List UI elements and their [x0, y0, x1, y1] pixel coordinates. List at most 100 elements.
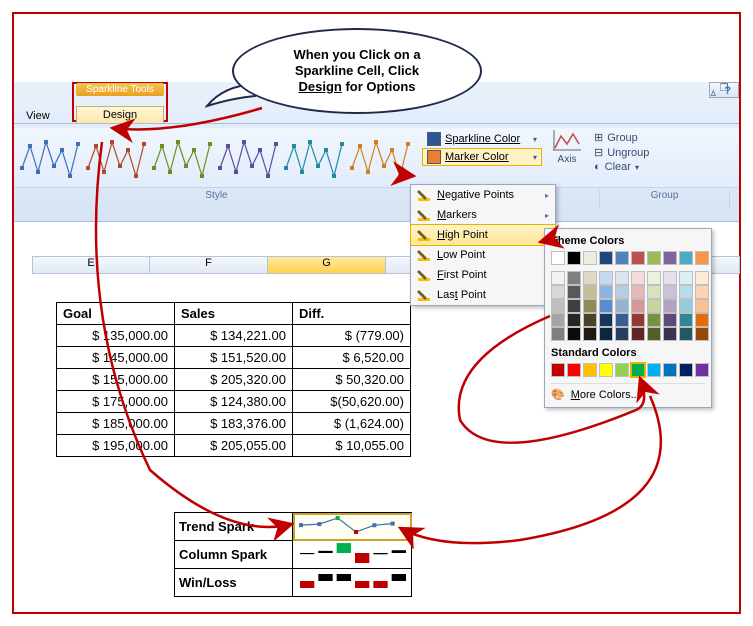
color-swatch[interactable] — [583, 271, 597, 285]
color-swatch[interactable] — [599, 271, 613, 285]
color-swatch[interactable] — [615, 285, 629, 299]
color-swatch[interactable] — [615, 271, 629, 285]
color-swatch[interactable] — [695, 327, 709, 341]
color-swatch[interactable] — [567, 363, 581, 377]
color-swatch[interactable] — [695, 313, 709, 327]
table-cell[interactable]: $ (779.00) — [293, 325, 411, 347]
color-swatch[interactable] — [679, 363, 693, 377]
more-colors-item[interactable]: 🎨 More Colors... — [551, 383, 705, 401]
color-swatch[interactable] — [567, 271, 581, 285]
tab-view[interactable]: View — [18, 107, 58, 124]
marker-menu-first[interactable]: First Point ▸ — [411, 265, 555, 285]
color-swatch[interactable] — [679, 299, 693, 313]
color-swatch[interactable] — [567, 285, 581, 299]
color-swatch[interactable] — [647, 299, 661, 313]
color-swatch[interactable] — [695, 299, 709, 313]
table-cell[interactable]: $ 145,000.00 — [57, 347, 175, 369]
color-swatch[interactable] — [599, 299, 613, 313]
group-button[interactable]: ⊞Group — [592, 130, 712, 145]
color-swatch[interactable] — [567, 313, 581, 327]
color-swatch[interactable] — [695, 285, 709, 299]
tab-design[interactable]: Design — [76, 106, 164, 123]
table-cell[interactable]: $ 205,055.00 — [175, 435, 293, 457]
color-swatch[interactable] — [631, 299, 645, 313]
table-cell[interactable]: $ 134,221.00 — [175, 325, 293, 347]
color-swatch[interactable] — [583, 313, 597, 327]
winloss-sparkline-cell[interactable] — [293, 569, 412, 597]
color-swatch[interactable] — [583, 299, 597, 313]
color-swatch[interactable] — [551, 299, 565, 313]
color-swatch[interactable] — [615, 363, 629, 377]
color-swatch[interactable] — [551, 271, 565, 285]
table-cell[interactable]: $ 195,000.00 — [57, 435, 175, 457]
ungroup-button[interactable]: ⊟Ungroup — [592, 145, 712, 160]
trend-sparkline-cell[interactable] — [293, 513, 412, 541]
color-swatch[interactable] — [647, 327, 661, 341]
color-swatch[interactable] — [551, 251, 565, 265]
color-swatch[interactable] — [567, 327, 581, 341]
table-cell[interactable]: $ 10,055.00 — [293, 435, 411, 457]
table-cell[interactable]: $ 183,376.00 — [175, 413, 293, 435]
color-swatch[interactable] — [647, 313, 661, 327]
column-header-F[interactable]: F — [150, 256, 268, 274]
color-swatch[interactable] — [679, 313, 693, 327]
table-cell[interactable]: $ 185,000.00 — [57, 413, 175, 435]
color-swatch[interactable] — [551, 363, 565, 377]
color-swatch[interactable] — [647, 285, 661, 299]
table-cell[interactable]: $ 124,380.00 — [175, 391, 293, 413]
color-swatch[interactable] — [567, 251, 581, 265]
color-swatch[interactable] — [551, 285, 565, 299]
color-swatch[interactable] — [583, 327, 597, 341]
color-swatch[interactable] — [663, 363, 677, 377]
color-swatch[interactable] — [631, 271, 645, 285]
marker-menu-last[interactable]: Last Point ▸ — [411, 285, 555, 305]
help-icon[interactable]: ? — [724, 85, 731, 101]
color-swatch[interactable] — [551, 313, 565, 327]
color-swatch[interactable] — [631, 251, 645, 265]
sparkline-color-button[interactable]: Sparkline Color ▾ — [422, 130, 542, 148]
color-swatch[interactable] — [695, 363, 709, 377]
axis-button[interactable]: Axis — [542, 130, 592, 188]
color-swatch[interactable] — [663, 271, 677, 285]
color-swatch[interactable] — [663, 285, 677, 299]
color-swatch[interactable] — [567, 299, 581, 313]
color-swatch[interactable] — [583, 251, 597, 265]
table-cell[interactable]: $ 155,000.00 — [57, 369, 175, 391]
column-header-G[interactable]: G — [268, 256, 386, 274]
color-swatch[interactable] — [679, 327, 693, 341]
marker-menu-neg[interactable]: Negative Points ▸ — [411, 185, 555, 205]
column-sparkline-cell[interactable] — [293, 541, 412, 569]
color-swatch[interactable] — [599, 327, 613, 341]
color-swatch[interactable] — [631, 327, 645, 341]
color-swatch[interactable] — [695, 271, 709, 285]
color-swatch[interactable] — [599, 285, 613, 299]
table-cell[interactable]: $(50,620.00) — [293, 391, 411, 413]
clear-button[interactable]: ◐Clear ▾ — [592, 160, 712, 174]
color-swatch[interactable] — [631, 313, 645, 327]
color-swatch[interactable] — [647, 271, 661, 285]
table-cell[interactable]: $ (1,624.00) — [293, 413, 411, 435]
color-swatch[interactable] — [615, 313, 629, 327]
color-swatch[interactable] — [663, 327, 677, 341]
color-swatch[interactable] — [663, 251, 677, 265]
color-swatch[interactable] — [615, 327, 629, 341]
marker-menu-markers[interactable]: Markers ▸ — [411, 205, 555, 225]
marker-color-button[interactable]: Marker Color ▾ — [422, 148, 542, 166]
color-swatch[interactable] — [583, 285, 597, 299]
color-swatch[interactable] — [647, 251, 661, 265]
color-swatch[interactable] — [599, 313, 613, 327]
color-swatch[interactable] — [599, 251, 613, 265]
color-swatch[interactable] — [679, 271, 693, 285]
table-cell[interactable]: $ 6,520.00 — [293, 347, 411, 369]
color-swatch[interactable] — [631, 363, 645, 377]
ribbon-minimize-icon[interactable]: ㅿ — [708, 85, 718, 101]
table-cell[interactable]: $ 205,320.00 — [175, 369, 293, 391]
table-cell[interactable]: $ 151,520.00 — [175, 347, 293, 369]
color-swatch[interactable] — [615, 299, 629, 313]
color-swatch[interactable] — [679, 285, 693, 299]
column-header-E[interactable]: E — [32, 256, 150, 274]
marker-menu-high[interactable]: High Point ▸ — [410, 224, 556, 246]
color-swatch[interactable] — [695, 251, 709, 265]
table-cell[interactable]: $ 50,320.00 — [293, 369, 411, 391]
table-cell[interactable]: $ 175,000.00 — [57, 391, 175, 413]
